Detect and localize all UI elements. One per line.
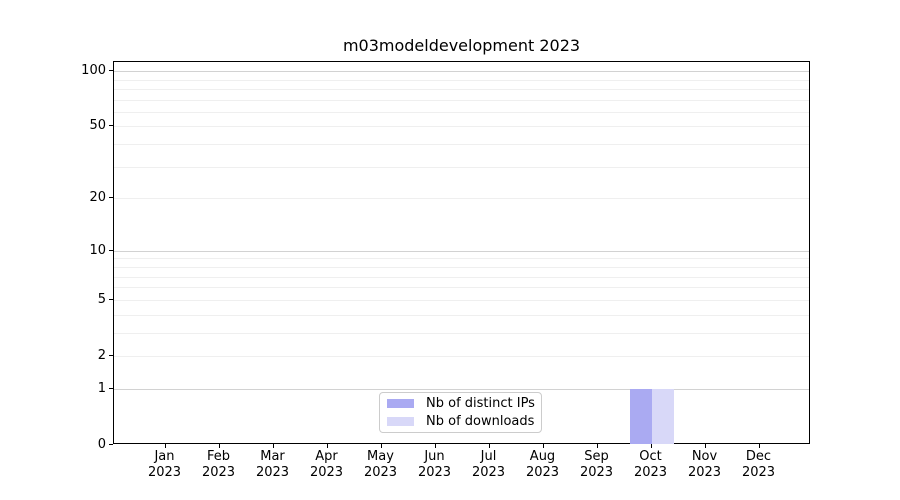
y-tick-20: [109, 197, 113, 199]
bar-downloads-oct: [651, 388, 674, 444]
gridline-60: [114, 111, 809, 113]
gridline-100: [114, 71, 809, 73]
legend-item-distinct-ips: Nb of distinct IPs: [387, 396, 535, 411]
chart-title: m03modeldevelopment 2023: [342, 36, 581, 55]
x-tick-oct: [650, 444, 652, 448]
y-tick-2: [109, 354, 113, 356]
gridline-50: [114, 126, 809, 128]
y-tick-label-50: 50: [89, 118, 106, 134]
x-tick-label-mar: Mar 2023: [255, 449, 290, 480]
y-tick-50: [109, 125, 113, 127]
plot-area: [113, 61, 810, 444]
y-tick-label-5: 5: [97, 291, 106, 307]
x-tick-label-apr: Apr 2023: [309, 449, 344, 480]
y-tick-label-100: 100: [81, 63, 106, 79]
x-tick-label-jul: Jul 2023: [471, 449, 506, 480]
x-tick-aug: [542, 444, 544, 448]
x-tick-label-may: May 2023: [363, 449, 398, 480]
gridline-4: [114, 314, 809, 316]
x-tick-dec: [758, 444, 760, 448]
x-tick-label-aug: Aug 2023: [525, 449, 560, 480]
bar-distinct-ips-oct: [629, 388, 652, 444]
gridline-8: [114, 266, 809, 268]
gridline-1: [114, 388, 809, 390]
x-tick-mar: [272, 444, 274, 448]
x-tick-jul: [488, 444, 490, 448]
x-tick-apr: [326, 444, 328, 448]
y-tick-label-20: 20: [89, 190, 106, 206]
gridline-3: [114, 332, 809, 334]
legend-swatch-downloads: [387, 417, 414, 426]
gridline-30: [114, 166, 809, 168]
y-tick-label-0: 0: [97, 437, 106, 452]
legend-swatch-distinct-ips: [387, 399, 414, 408]
y-tick-5: [109, 298, 113, 300]
gridline-7: [114, 276, 809, 278]
x-tick-may: [380, 444, 382, 448]
y-tick-100: [109, 70, 113, 72]
x-tick-label-nov: Nov 2023: [687, 449, 722, 480]
x-tick-label-sep: Sep 2023: [579, 449, 614, 480]
x-tick-label-dec: Dec 2023: [741, 449, 776, 480]
y-tick-1: [109, 387, 113, 389]
gridline-40: [114, 144, 809, 146]
y-tick-label-1: 1: [97, 380, 106, 396]
gridline-10: [114, 250, 809, 252]
x-tick-label-feb: Feb 2023: [201, 449, 236, 480]
gridline-80: [114, 88, 809, 90]
legend: Nb of distinct IPs Nb of downloads: [379, 392, 542, 433]
x-tick-feb: [218, 444, 220, 448]
x-tick-label-jun: Jun 2023: [417, 449, 452, 480]
y-tick-10: [109, 249, 113, 251]
gridline-9: [114, 258, 809, 260]
gridline-6: [114, 287, 809, 289]
y-tick-label-2: 2: [97, 347, 106, 363]
x-tick-sep: [596, 444, 598, 448]
legend-item-downloads: Nb of downloads: [387, 414, 534, 429]
y-tick-0: [109, 444, 113, 445]
legend-label-downloads: Nb of downloads: [426, 414, 535, 429]
x-tick-jun: [434, 444, 436, 448]
x-tick-jan: [164, 444, 166, 448]
y-tick-label-10: 10: [89, 242, 106, 258]
gridline-90: [114, 79, 809, 81]
gridline-70: [114, 99, 809, 101]
x-tick-label-oct: Oct 2023: [633, 449, 668, 480]
gridline-5: [114, 299, 809, 301]
x-tick-label-jan: Jan 2023: [147, 449, 182, 480]
legend-label-distinct-ips: Nb of distinct IPs: [426, 396, 535, 411]
gridline-20: [114, 198, 809, 200]
gridline-2: [114, 355, 809, 357]
x-tick-nov: [704, 444, 706, 448]
